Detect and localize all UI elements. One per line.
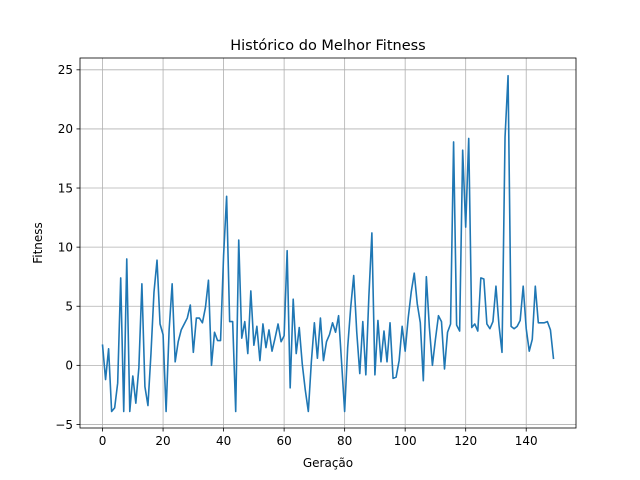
y-tick-label: 20 bbox=[58, 122, 73, 136]
x-tick-label: 140 bbox=[515, 434, 538, 448]
y-tick-label: 15 bbox=[58, 181, 73, 195]
chart-title: Histórico do Melhor Fitness bbox=[230, 38, 425, 54]
fitness-series-line bbox=[101, 74, 555, 413]
plot-frame bbox=[79, 57, 577, 429]
y-tick-label: 5 bbox=[65, 300, 73, 314]
y-tick-label: 25 bbox=[58, 63, 73, 77]
grid-lines bbox=[80, 58, 576, 428]
y-axis-label: Fitness bbox=[31, 222, 45, 264]
x-tick-label: 20 bbox=[155, 434, 170, 448]
x-tick-label: 60 bbox=[276, 434, 291, 448]
x-tick-label: 0 bbox=[99, 434, 107, 448]
x-axis-label: Geração bbox=[303, 456, 353, 470]
series-layer bbox=[101, 74, 555, 413]
x-tick-label: 40 bbox=[216, 434, 231, 448]
y-tick-label: −5 bbox=[55, 418, 73, 432]
y-tick-label: 0 bbox=[65, 359, 73, 373]
axis-ticks: 0 20 40 60 80 100 120 140 −5 0 5 10 15 20 25 bbox=[55, 63, 537, 448]
x-tick-label: 120 bbox=[454, 434, 477, 448]
x-tick-label: 100 bbox=[394, 434, 417, 448]
y-tick-label: 10 bbox=[58, 240, 73, 254]
x-tick-label: 80 bbox=[337, 434, 352, 448]
